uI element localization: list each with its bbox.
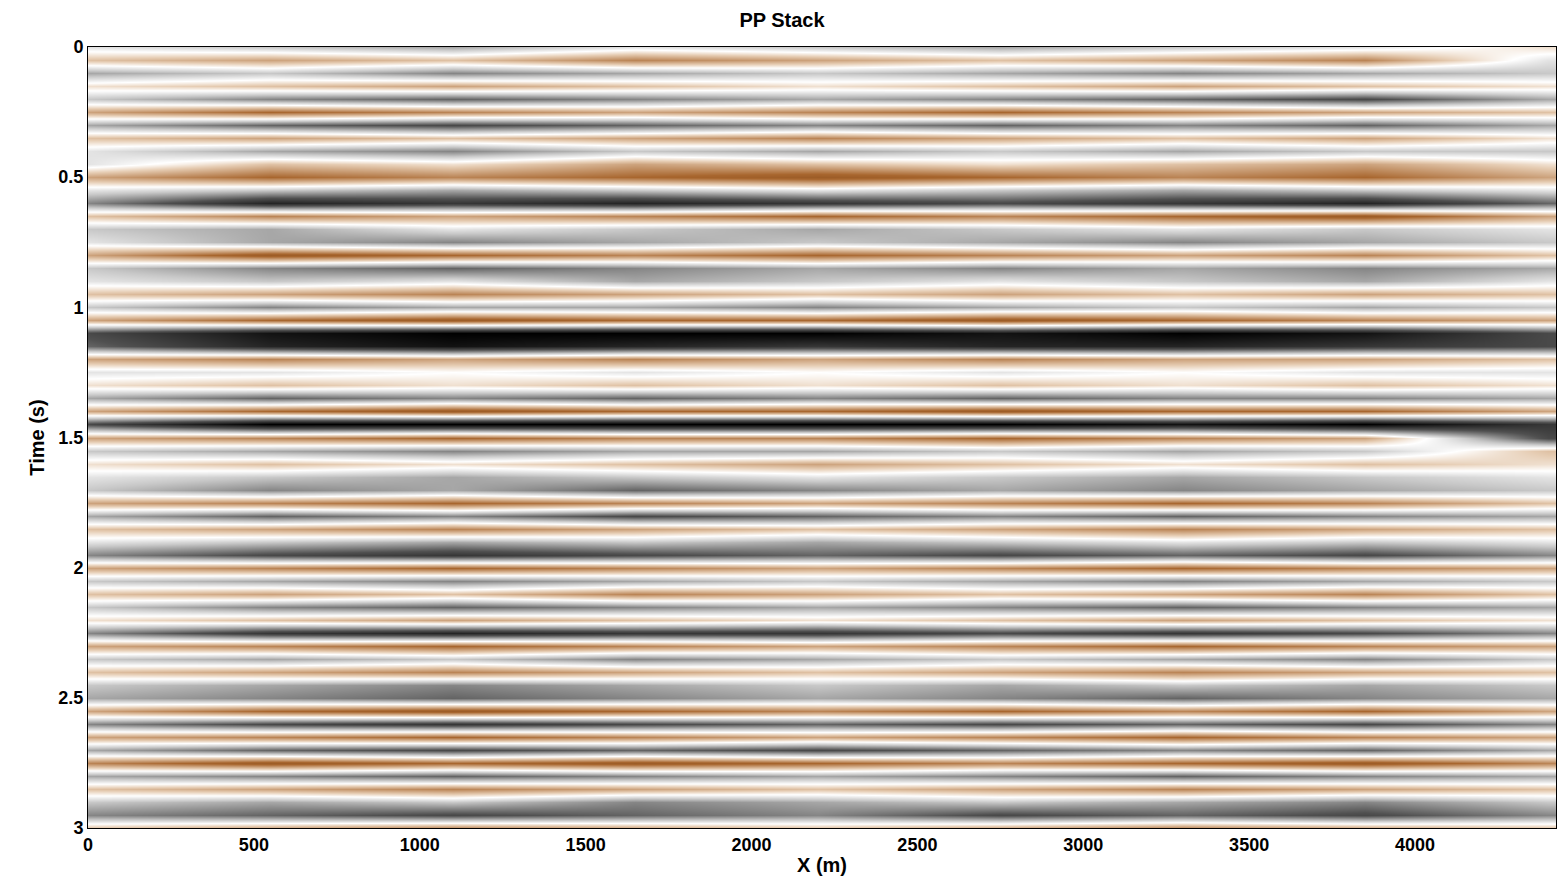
- svg-text:1500: 1500: [566, 835, 606, 855]
- svg-text:0.5: 0.5: [58, 167, 83, 187]
- svg-text:3000: 3000: [1063, 835, 1103, 855]
- svg-text:1000: 1000: [400, 835, 440, 855]
- svg-text:1.5: 1.5: [58, 428, 83, 448]
- svg-text:Time (s): Time (s): [26, 399, 48, 475]
- svg-text:2: 2: [73, 558, 83, 578]
- svg-text:2000: 2000: [731, 835, 771, 855]
- svg-text:3500: 3500: [1229, 835, 1269, 855]
- svg-text:0: 0: [83, 835, 93, 855]
- svg-text:0: 0: [73, 37, 83, 57]
- svg-text:X (m): X (m): [797, 854, 847, 876]
- svg-text:PP Stack: PP Stack: [739, 9, 825, 31]
- svg-text:500: 500: [239, 835, 269, 855]
- svg-text:2.5: 2.5: [58, 688, 83, 708]
- svg-text:3: 3: [73, 818, 83, 838]
- svg-text:1: 1: [73, 298, 83, 318]
- svg-text:4000: 4000: [1395, 835, 1435, 855]
- svg-text:2500: 2500: [897, 835, 937, 855]
